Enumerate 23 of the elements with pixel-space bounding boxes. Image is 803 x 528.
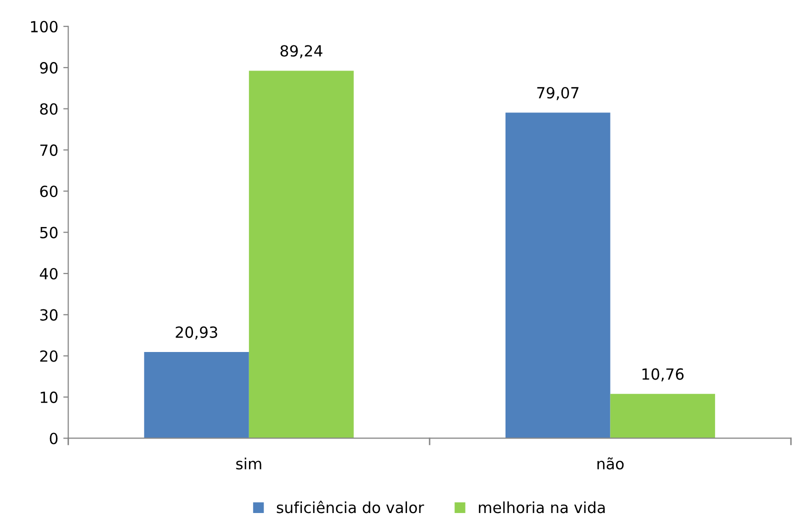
legend-label: suficiência do valor <box>276 500 424 514</box>
y-tick-label: 50 <box>40 226 58 238</box>
y-tick-label: 40 <box>40 268 58 280</box>
bar <box>610 394 716 438</box>
y-tick-label: 90 <box>40 62 58 74</box>
y-tick-label: 0 <box>50 432 58 444</box>
data-label: 89,24 <box>280 45 322 58</box>
bar <box>248 70 354 438</box>
y-tick-label: 70 <box>40 144 58 156</box>
y-tick-label: 10 <box>40 392 58 404</box>
y-tick-label: 80 <box>40 103 58 115</box>
legend-label: melhoria na vida <box>478 501 605 514</box>
y-tick-label: 20 <box>40 350 58 362</box>
bar <box>505 112 610 438</box>
data-label: 10,76 <box>642 368 684 382</box>
data-label: 20,93 <box>176 326 218 340</box>
bar <box>144 352 249 438</box>
x-tick-label: sim <box>236 458 262 470</box>
y-tick-label: 100 <box>31 20 58 32</box>
x-tick-label: não <box>597 457 624 470</box>
data-label: 79,07 <box>537 86 578 100</box>
y-tick-label: 60 <box>40 186 58 198</box>
y-tick-label: 30 <box>40 309 58 321</box>
